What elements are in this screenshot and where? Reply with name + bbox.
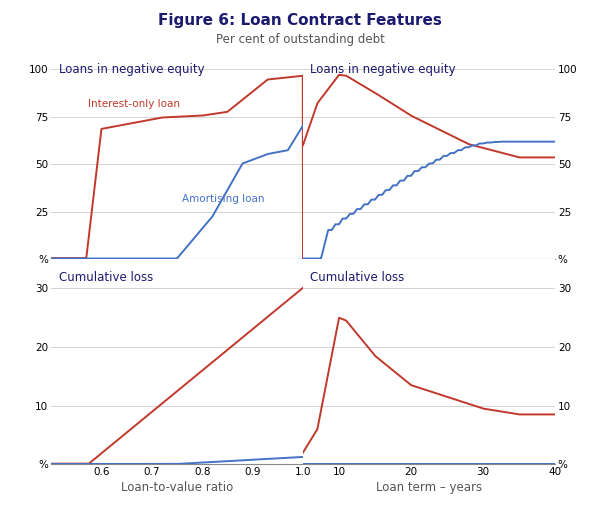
Text: Figure 6: Loan Contract Features: Figure 6: Loan Contract Features <box>158 13 442 28</box>
Text: Interest-only loan: Interest-only loan <box>88 99 180 109</box>
Text: Loans in negative equity: Loans in negative equity <box>59 64 204 76</box>
Text: Loans in negative equity: Loans in negative equity <box>310 64 456 76</box>
Text: Per cent of outstanding debt: Per cent of outstanding debt <box>215 33 385 46</box>
Text: Amortising loan: Amortising loan <box>182 194 265 204</box>
Text: Cumulative loss: Cumulative loss <box>59 271 153 284</box>
Text: Cumulative loss: Cumulative loss <box>310 271 404 284</box>
X-axis label: Loan term – years: Loan term – years <box>376 481 482 494</box>
X-axis label: Loan-to-value ratio: Loan-to-value ratio <box>121 481 233 494</box>
